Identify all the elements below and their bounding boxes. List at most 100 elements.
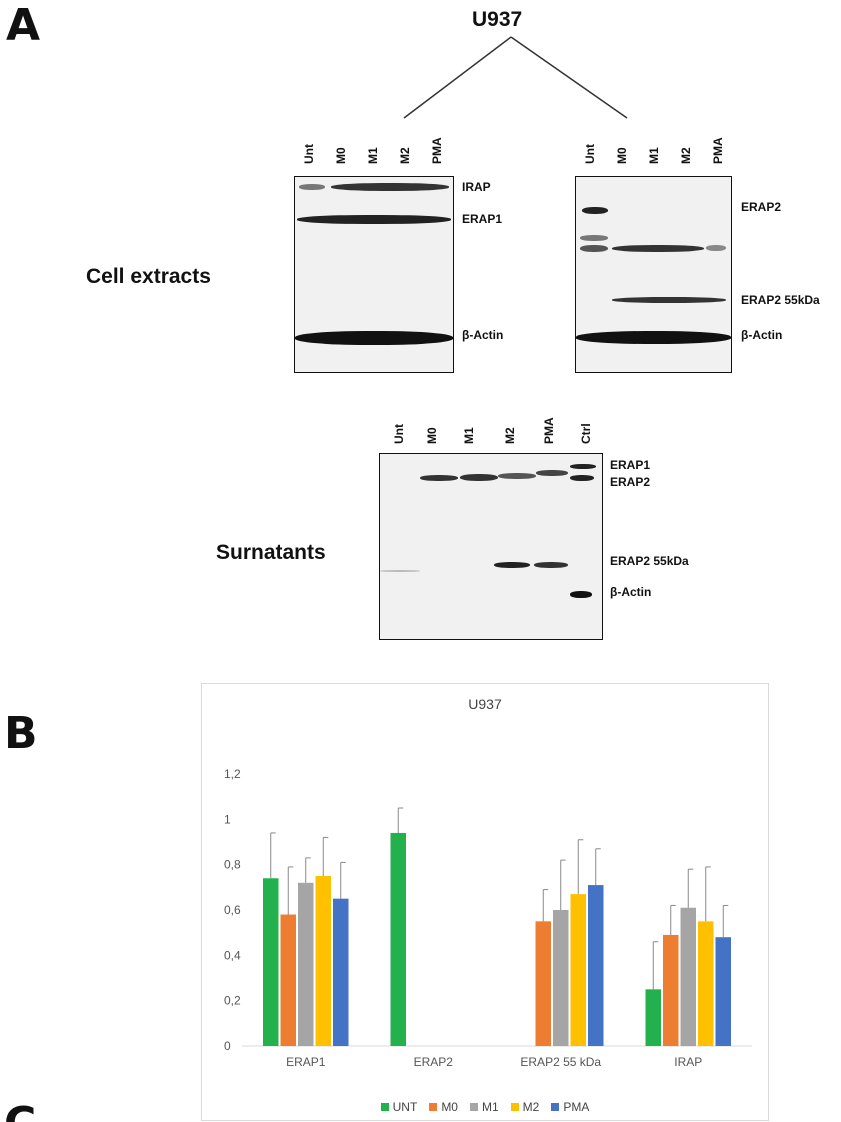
blot1-image <box>294 176 454 373</box>
legend-swatch <box>429 1103 438 1111</box>
legend-swatch <box>510 1103 519 1111</box>
blot2-lane-label: Unt <box>583 144 597 164</box>
x-tick-label: ERAP1 <box>286 1055 326 1069</box>
cell-line-title: U937 <box>472 8 523 31</box>
band <box>612 245 704 252</box>
band <box>576 331 731 344</box>
blot3-band-label: β-Actin <box>610 585 652 599</box>
blot2-lane-label: M0 <box>615 147 629 164</box>
legend-swatch <box>469 1103 478 1111</box>
bar <box>333 898 349 1046</box>
blot2-band-label: β-Actin <box>741 328 783 342</box>
blot1-band-label: IRAP <box>462 180 491 194</box>
blot1-lane-label: Unt <box>302 144 316 164</box>
blot2-image <box>575 176 732 373</box>
blot3-lane-label: Unt <box>392 424 406 444</box>
x-tick-label: IRAP <box>674 1055 702 1069</box>
blot1-lane-label: M0 <box>334 147 348 164</box>
bracket-lines <box>403 36 628 119</box>
blot3-lane-label: M1 <box>462 427 476 444</box>
legend-label: UNT <box>392 1100 418 1114</box>
y-tick-label: 1,2 <box>224 767 241 781</box>
chart-title: U937 <box>468 696 502 712</box>
y-tick-label: 0,4 <box>224 948 241 962</box>
y-tick-label: 0,2 <box>224 994 241 1008</box>
x-tick-label: ERAP2 55 kDa <box>520 1055 601 1069</box>
blot3-lane-label: Ctrl <box>579 423 593 444</box>
band <box>580 235 608 241</box>
blot3-lane-label: M0 <box>425 427 439 444</box>
bar <box>535 921 551 1046</box>
blot3-band-label: ERAP2 <box>610 475 651 489</box>
blot1-lane-label: M1 <box>366 147 380 164</box>
band <box>331 183 449 191</box>
band <box>534 562 568 568</box>
y-tick-label: 0 <box>224 1039 231 1053</box>
chart-legend: UNT M0 M1 M2 PMA <box>202 1100 768 1114</box>
bar <box>315 876 331 1046</box>
chart-area: U937 0 0,2 0,4 0,6 0,8 1 1,2 ERAP1 ERAP2 ERAP2 55… <box>201 683 769 1121</box>
panel-a-letter: A <box>6 0 41 51</box>
bar <box>570 894 586 1046</box>
bar <box>280 914 296 1046</box>
bar <box>680 907 696 1046</box>
band <box>299 184 325 190</box>
blot1-lane-label: PMA <box>430 137 444 164</box>
y-tick-label: 0,6 <box>224 903 241 917</box>
band <box>612 297 726 303</box>
y-tick-label: 1 <box>224 812 231 826</box>
legend-label: PMA <box>563 1100 590 1114</box>
band <box>570 591 592 598</box>
band <box>494 562 530 568</box>
band <box>536 470 568 476</box>
legend-item: M0 <box>429 1100 458 1114</box>
panel-c-letter: C <box>4 1098 36 1122</box>
legend-item: M1 <box>469 1100 499 1114</box>
band <box>297 215 451 224</box>
band <box>420 475 458 481</box>
band <box>460 474 498 481</box>
band <box>295 331 453 345</box>
blot2-lane-label: M2 <box>679 147 693 164</box>
x-tick-label: ERAP2 <box>414 1055 454 1069</box>
supernatants-label: Surnatants <box>216 541 326 564</box>
legend-item: M2 <box>510 1100 540 1114</box>
blot2-band-label: ERAP2 <box>741 200 782 214</box>
blot2-lane-label: PMA <box>711 137 725 164</box>
blot2-lane-label: M1 <box>647 147 661 164</box>
band <box>580 245 608 252</box>
band <box>570 464 596 469</box>
bar <box>390 832 406 1046</box>
bar <box>553 910 569 1046</box>
blot1-band-label: ERAP1 <box>462 212 503 226</box>
blot3-lane-label: PMA <box>542 417 556 444</box>
legend-label: M0 <box>441 1100 458 1114</box>
cell-extracts-label: Cell extracts <box>86 265 211 288</box>
blot3-image <box>379 453 603 640</box>
legend-label: M2 <box>522 1100 540 1114</box>
band <box>498 473 536 479</box>
bar <box>298 882 314 1046</box>
panel-b-letter: B <box>4 708 38 759</box>
band <box>380 570 420 572</box>
legend-swatch <box>551 1103 560 1111</box>
legend-item: UNT <box>380 1100 418 1114</box>
blot2-band-label: ERAP2 55kDa <box>741 293 820 307</box>
bar <box>645 989 661 1046</box>
band <box>706 245 726 251</box>
bar-chart: 0 0,2 0,4 0,6 0,8 1 1,2 ERAP1 ERAP2 ERAP2 55 kDa I… <box>224 767 752 1069</box>
legend-item: PMA <box>551 1100 589 1114</box>
bar <box>715 937 731 1046</box>
y-tick-label: 0,8 <box>224 858 241 872</box>
bar <box>263 878 279 1046</box>
bar <box>698 921 714 1046</box>
blot3-band-label: ERAP2 55kDa <box>610 554 689 568</box>
blot1-lane-label: M2 <box>398 147 412 164</box>
blot3-lane-label: M2 <box>503 427 517 444</box>
band <box>570 475 594 481</box>
blot3-band-label: ERAP1 <box>610 458 651 472</box>
bar <box>588 885 604 1046</box>
blot1-band-label: β-Actin <box>462 328 504 342</box>
legend-label: M1 <box>481 1100 499 1114</box>
legend-swatch <box>380 1103 389 1111</box>
